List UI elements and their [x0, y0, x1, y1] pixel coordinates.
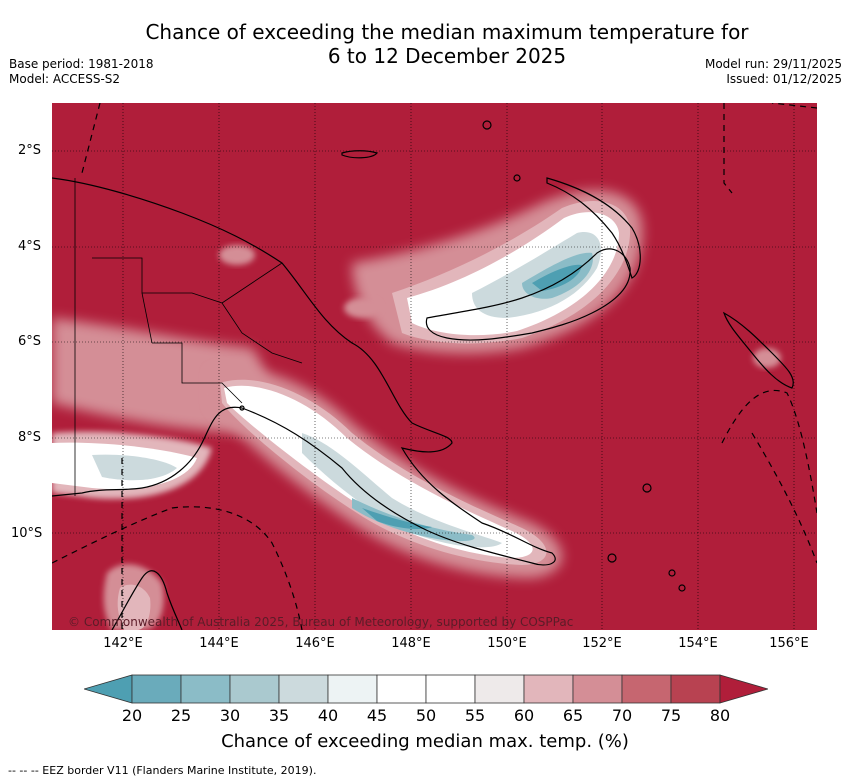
map-svg [52, 103, 817, 630]
chart-title: Chance of exceeding the median maximum t… [0, 20, 850, 68]
colorbar-tick-label: 80 [709, 706, 731, 725]
lon-label-152e: 152°E [582, 636, 622, 651]
colorbar-tick-label: 40 [317, 706, 339, 725]
colorbar-tick-label: 60 [513, 706, 535, 725]
lon-label-150e: 150°E [487, 636, 527, 651]
colorbar-tick-label: 55 [464, 706, 486, 725]
lon-label-142e: 142°E [103, 636, 143, 651]
colorbar-tick-label: 70 [611, 706, 633, 725]
lon-label-148e: 148°E [391, 636, 431, 651]
colorbar-extend-high [719, 674, 770, 704]
colorbar-cell [376, 674, 427, 704]
base-period: Base period: 1981-2018 [9, 57, 154, 71]
meta-left: Base period: 1981-2018 Model: ACCESS-S2 [9, 57, 154, 87]
colorbar-cell [425, 674, 476, 704]
lat-label-2s: 2°S [18, 143, 42, 158]
colorbar-cell [131, 674, 182, 704]
copyright-notice: © Commonwealth of Australia 2025, Bureau… [68, 615, 574, 629]
meta-right: Model run: 29/11/2025 Issued: 01/12/2025 [705, 57, 842, 87]
gridlines [52, 103, 817, 630]
colorbar-cell [523, 674, 574, 704]
lon-label-154e: 154°E [678, 636, 718, 651]
coastlines [52, 120, 794, 630]
lon-label-146e: 146°E [295, 636, 335, 651]
issued-date: Issued: 01/12/2025 [726, 72, 842, 86]
colorbar-tick-label: 45 [366, 706, 388, 725]
colorbar-cell [229, 674, 280, 704]
model-name: Model: ACCESS-S2 [9, 72, 121, 86]
title-line1: Chance of exceeding the median maximum t… [145, 20, 749, 44]
colorbar-extend-low [82, 674, 133, 704]
colorbar-tick-label: 35 [268, 706, 290, 725]
colorbar-svg [82, 674, 770, 704]
colorbar-tick-label: 65 [562, 706, 584, 725]
colorbar-tick-label: 50 [415, 706, 437, 725]
lon-label-156e: 156°E [769, 636, 809, 651]
lat-label-6s: 6°S [18, 334, 42, 349]
model-run: Model run: 29/11/2025 [704, 57, 842, 71]
lat-label-4s: 4°S [18, 239, 42, 254]
colorbar-tick-label: 30 [219, 706, 241, 725]
colorbar-label: Chance of exceeding median max. temp. (%… [221, 731, 629, 752]
lon-label-144e: 144°E [199, 636, 239, 651]
probability-shading [52, 190, 781, 630]
colorbar-cell [278, 674, 329, 704]
map-panel [52, 103, 817, 630]
lat-label-8s: 8°S [18, 430, 42, 445]
province-borders [74, 178, 303, 496]
colorbar-tick-label: 25 [170, 706, 192, 725]
colorbar-cell [474, 674, 525, 704]
colorbar-tick-label: 20 [121, 706, 143, 725]
colorbar-cell [621, 674, 672, 704]
eez-legend: -- -- -- EEZ border V11 (Flanders Marine… [8, 764, 317, 777]
title-line2: 6 to 12 December 2025 [327, 44, 567, 68]
colorbar-cell [180, 674, 231, 704]
colorbar-cell [572, 674, 623, 704]
eez-borders [52, 103, 817, 630]
lat-label-10s: 10°S [11, 526, 43, 541]
colorbar [82, 674, 770, 704]
colorbar-cell [327, 674, 378, 704]
colorbar-cell [670, 674, 721, 704]
colorbar-tick-label: 75 [660, 706, 682, 725]
